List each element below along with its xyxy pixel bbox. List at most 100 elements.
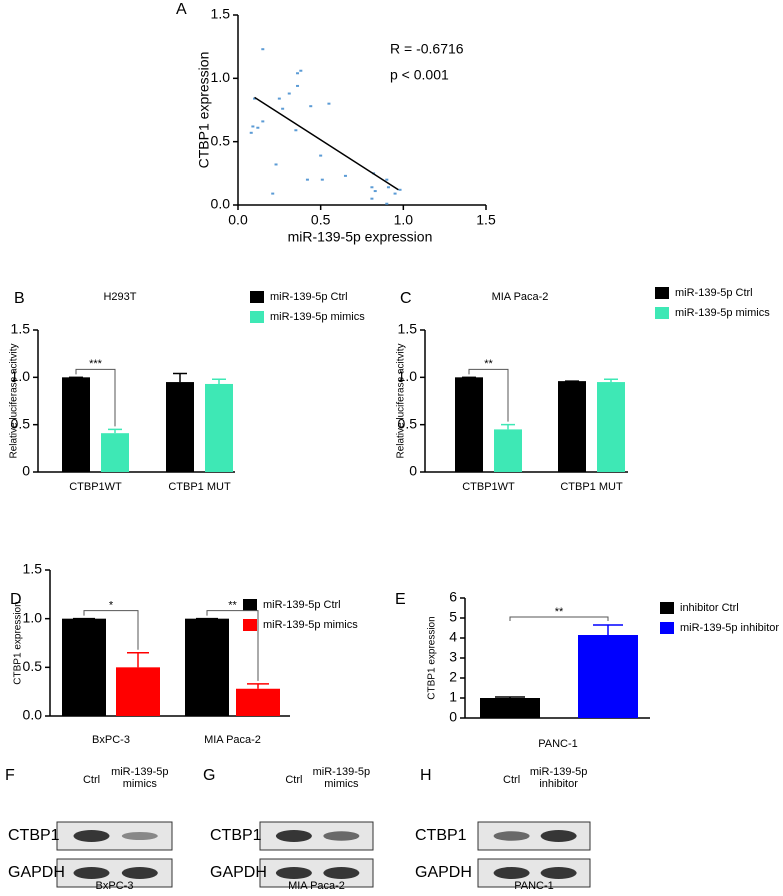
bar [597, 382, 625, 472]
point [256, 126, 260, 129]
blot-band [275, 867, 312, 879]
legend-label: miR-139-5p inhibitor [680, 622, 779, 634]
chart-title: H293T [103, 291, 136, 303]
y-tick-label: 0.5 [211, 132, 231, 148]
error-bar [593, 624, 623, 635]
x-axis-label: PANC-1 [538, 738, 578, 750]
point [370, 186, 374, 189]
y-tick-label: 0 [409, 463, 417, 479]
point [261, 120, 265, 123]
error-bar [604, 378, 618, 383]
error-bar [108, 428, 122, 434]
column-label: Ctrl [503, 774, 521, 786]
legend-swatch [243, 599, 257, 611]
legend-swatch [660, 602, 674, 614]
significance-bracket [509, 616, 609, 621]
cell-line-label: BxPC-3 [95, 880, 134, 892]
column-label: Ctrl [82, 774, 101, 786]
bar [185, 618, 229, 716]
legend-swatch [655, 307, 669, 319]
significance-bracket [75, 368, 116, 427]
point [320, 178, 324, 181]
x-tick-label: CTBP1 MUT [168, 481, 231, 493]
y-tick-label: 1 [449, 689, 457, 705]
y-tick-label: 5 [449, 609, 457, 625]
error-bar [212, 378, 226, 384]
point [319, 154, 323, 157]
panel-letter: D [10, 591, 22, 608]
error-bar [127, 651, 149, 668]
point [327, 102, 331, 105]
y-tick-label: 0.5 [11, 415, 31, 431]
error-bar [247, 683, 269, 689]
point [393, 192, 397, 195]
y-tick-label: 1.0 [398, 368, 418, 384]
bar [205, 383, 233, 472]
x-tick-label: 0.0 [228, 212, 248, 228]
y-tick-label: 6 [449, 589, 457, 605]
row-label: GAPDH [8, 864, 65, 881]
significance-label: *** [89, 358, 103, 370]
row-label: GAPDH [210, 864, 267, 881]
y-tick-label: 1.0 [23, 609, 43, 625]
point [274, 163, 278, 166]
legend-swatch [250, 291, 264, 303]
bar [578, 635, 638, 718]
legend-label: inhibitor Ctrl [680, 602, 739, 614]
significance-bracket [83, 610, 139, 650]
panel-letter: F [5, 767, 15, 784]
y-tick-label: 1.5 [23, 561, 43, 577]
legend-swatch [655, 287, 669, 299]
panel-letter: G [203, 767, 215, 784]
x-tick-label: 1.0 [394, 212, 414, 228]
legend-label: miR-139-5p Ctrl [675, 287, 753, 299]
y-axis-label: Relative luciferase acitvity [9, 343, 20, 458]
error-bar [501, 423, 515, 430]
bar [166, 382, 194, 472]
point [385, 202, 389, 205]
column-label: miR-139-5p inhibitor [529, 766, 588, 790]
bar [62, 618, 106, 716]
blot-band [540, 830, 577, 842]
blot-band [493, 831, 530, 841]
point [277, 97, 281, 100]
y-tick-label: 1.0 [211, 69, 231, 85]
y-axis-label: CTBP1 expression [13, 601, 24, 684]
y-axis-label: CTBP1 expression [427, 616, 438, 699]
bar [101, 433, 129, 472]
panel-letter: C [400, 290, 412, 307]
y-tick-label: 0.0 [23, 707, 43, 723]
point [287, 92, 291, 95]
y-tick-label: 1.5 [211, 6, 231, 22]
significance-bracket [206, 610, 259, 681]
legend-swatch [660, 622, 674, 634]
point [299, 69, 303, 72]
point [386, 186, 390, 189]
x-tick-label: 1.5 [476, 212, 496, 228]
x-axis-label: miR-139-5p expression [288, 229, 433, 245]
panel-letter: E [395, 591, 406, 608]
point [343, 174, 347, 177]
significance-label: ** [555, 606, 564, 618]
bar [455, 377, 483, 472]
legend-swatch [243, 619, 257, 631]
panel-letter: H [420, 767, 432, 784]
bar [558, 381, 586, 472]
point [385, 178, 389, 181]
x-tick-label: 0.5 [311, 212, 331, 228]
y-tick-label: 0 [449, 709, 457, 725]
blot-band [121, 831, 158, 841]
y-axis-label: Relative luciferase acitvity [396, 343, 407, 458]
row-label: GAPDH [415, 864, 472, 881]
point [271, 192, 275, 195]
blot-band [73, 867, 110, 879]
error-bar [495, 696, 525, 698]
y-tick-label: 0.5 [23, 658, 43, 674]
point [251, 125, 255, 128]
y-tick-label: 0 [22, 463, 30, 479]
y-tick-label: 3 [449, 649, 457, 665]
point [261, 48, 265, 51]
point [281, 107, 285, 110]
